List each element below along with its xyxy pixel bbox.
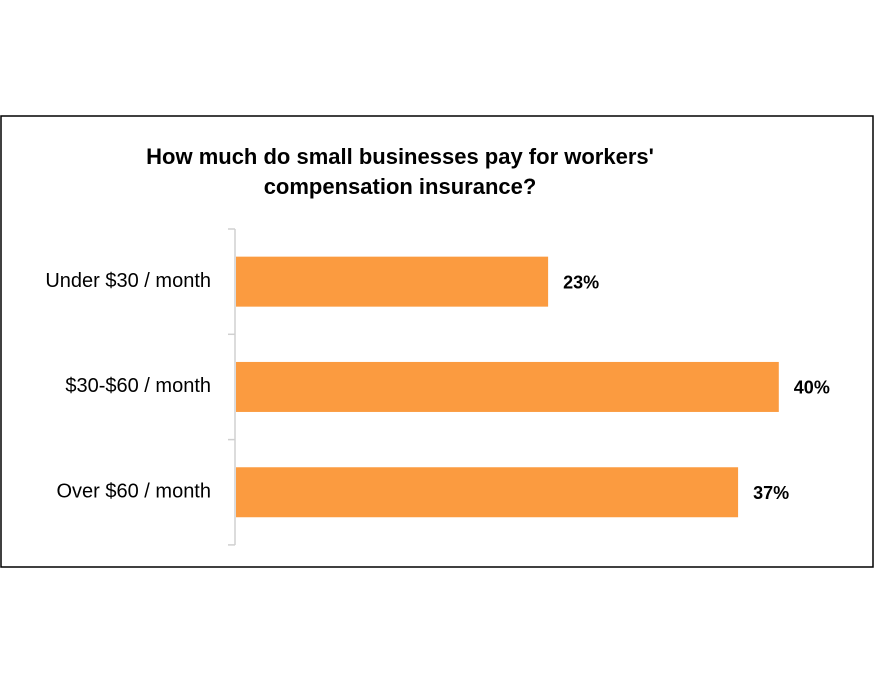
data-label: 37% <box>753 483 789 503</box>
data-label: 40% <box>794 378 830 398</box>
bar <box>236 256 549 307</box>
chart-title: How much do small businesses pay for wor… <box>146 144 654 169</box>
bar <box>236 467 739 518</box>
data-label: 23% <box>563 272 599 292</box>
bar <box>236 361 779 412</box>
y-tick-label: $30-$60 / month <box>65 375 211 397</box>
y-tick-label: Over $60 / month <box>56 481 211 503</box>
chart-title: compensation insurance? <box>264 174 537 199</box>
y-tick-label: Under $30 / month <box>45 270 211 292</box>
